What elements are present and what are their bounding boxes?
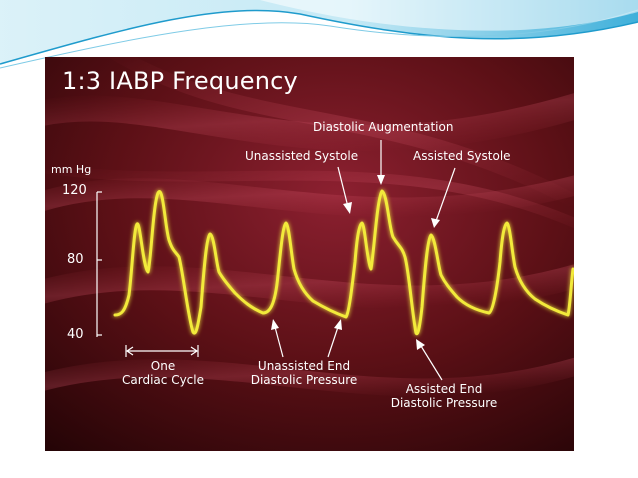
- header-swoosh-decoration: [0, 0, 638, 69]
- y-tick-label-40: 40: [67, 327, 84, 342]
- one-cardiac-cycle-label: One Cardiac Cycle: [121, 359, 205, 387]
- y-axis-unit-label: mm Hg: [51, 163, 92, 176]
- waveform-canvas: [45, 57, 574, 451]
- unassisted-edp-line1: Unassisted End: [257, 359, 351, 373]
- assisted-edp-line1: Assisted End: [405, 382, 483, 396]
- y-tick-label-80: 80: [67, 252, 84, 267]
- assisted-edp-line2: Diastolic Pressure: [390, 396, 498, 410]
- arrow-assisted-edp: [416, 339, 443, 381]
- y-axis: [96, 191, 102, 337]
- assisted-edp-label: Assisted End Diastolic Pressure: [385, 382, 503, 410]
- iabp-waveform-figure: 1:3 IABP Frequency mm Hg 120 80 40 Diast…: [45, 57, 574, 451]
- arrow-diastolic-augmentation: [377, 140, 385, 185]
- figure-title: 1:3 IABP Frequency: [62, 67, 298, 95]
- annotation-arrows: [271, 140, 456, 381]
- one-cardiac-cycle-line1: One: [150, 359, 176, 373]
- arrow-assisted-systole: [431, 167, 456, 228]
- arrow-unassisted-systole: [337, 166, 352, 214]
- cardiac-cycle-bracket: [125, 345, 199, 357]
- arrow-unassisted-edp-left: [271, 319, 284, 358]
- arterial-pressure-trace: [113, 189, 574, 336]
- diastolic-augmentation-label: Diastolic Augmentation: [313, 120, 454, 134]
- unassisted-edp-label: Unassisted End Diastolic Pressure: [245, 359, 363, 387]
- one-cardiac-cycle-line2: Cardiac Cycle: [122, 373, 204, 387]
- arrow-unassisted-edp-right: [327, 319, 342, 358]
- unassisted-systole-label: Unassisted Systole: [245, 149, 359, 163]
- y-tick-label-120: 120: [62, 183, 87, 198]
- unassisted-edp-line2: Diastolic Pressure: [250, 373, 358, 387]
- fiber-streaks: [45, 57, 574, 397]
- assisted-systole-label: Assisted Systole: [413, 149, 511, 163]
